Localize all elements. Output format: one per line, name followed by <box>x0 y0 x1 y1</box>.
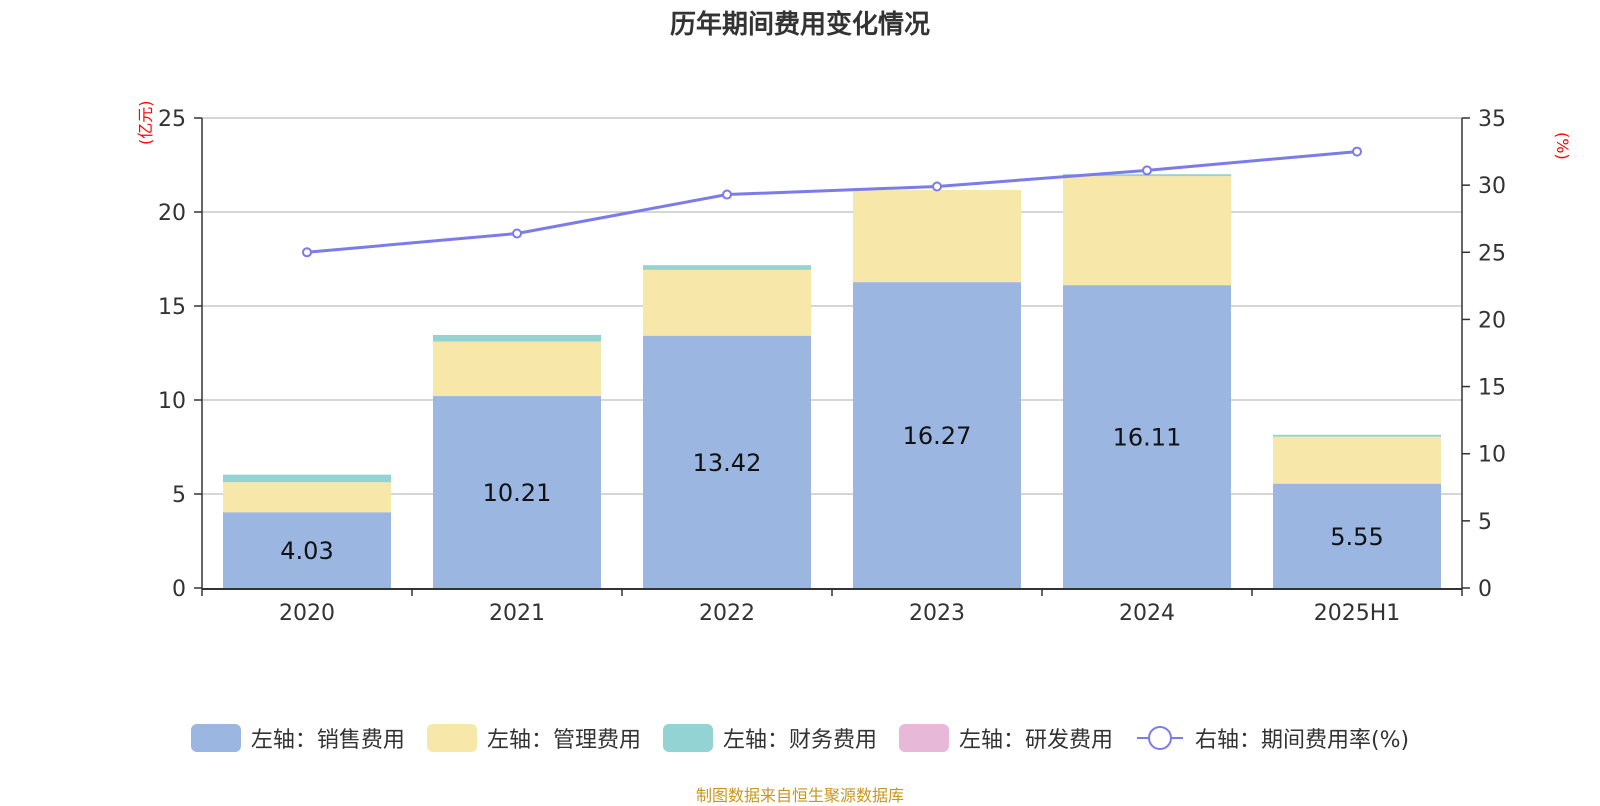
bar-segment-0 <box>433 396 601 588</box>
bar-data-label: 4.03 <box>280 537 333 565</box>
x-axis-tick-label: 2021 <box>489 601 545 626</box>
bar-segment-1 <box>1063 176 1231 286</box>
legend-label-rd: 左轴：研发费用 <box>958 728 1113 753</box>
bar-segment-1 <box>223 482 391 513</box>
x-axis-tick-label: 2020 <box>279 601 335 626</box>
bar-segment-0 <box>1063 285 1231 588</box>
bar-segment-1 <box>853 190 1021 283</box>
left-axis-tick-label: 0 <box>172 577 186 602</box>
legend-swatch-rate <box>1136 726 1183 750</box>
bar-segment-1 <box>643 269 811 336</box>
right-axis-tick-label: 30 <box>1478 174 1506 199</box>
left-axis-tick-label: 10 <box>158 389 186 414</box>
rate-point <box>1352 146 1362 157</box>
line-layer <box>302 146 1362 258</box>
label-layer: 4.03 10.21 13.42 16.27 16.11 5.55 <box>280 422 1383 565</box>
right-axis-tick-label: 20 <box>1478 308 1506 333</box>
right-axis-tick-label: 35 <box>1478 107 1506 132</box>
bar-segment-0 <box>1273 483 1441 588</box>
x-axis-tick-label: 2023 <box>909 601 965 626</box>
right-axis-tick-label: 25 <box>1478 241 1506 266</box>
axis-layer: 0 5 10 15 20 25 0 5 10 15 20 25 30 35 2020 2021 2022 2023… <box>158 107 1506 626</box>
source-note: 制图数据来自恒生聚源数据库 <box>695 786 904 805</box>
right-axis-tick-label: 15 <box>1478 376 1506 401</box>
left-axis-tick-label: 15 <box>158 295 186 320</box>
bar-segment-0 <box>853 282 1021 588</box>
legend-item-finance[interactable]: 左轴：财务费用 <box>662 722 877 754</box>
left-axis-tick-label: 5 <box>172 483 186 508</box>
rate-line <box>306 150 1358 254</box>
rate-point <box>512 228 522 239</box>
bar-data-label: 16.11 <box>1113 424 1182 452</box>
bar-data-label: 10.21 <box>483 479 552 507</box>
rate-point <box>1142 165 1152 176</box>
x-axis-tick-label: 2022 <box>699 601 755 626</box>
legend-swatch-rd <box>898 724 949 752</box>
left-axis-tick-label: 25 <box>158 107 186 132</box>
legend: 左轴：销售费用 左轴：管理费用 左轴：财务费用 左轴：研发费用 右轴：期间费用率… <box>0 722 1600 754</box>
bar-segment-2 <box>223 474 391 483</box>
right-axis-tick-label: 10 <box>1478 443 1506 468</box>
legend-label-sales: 左轴：销售费用 <box>250 728 405 753</box>
bar-data-label: 16.27 <box>903 422 972 450</box>
bar-segment-0 <box>223 512 391 588</box>
bar-segment-1 <box>433 341 601 397</box>
bar-layer <box>223 174 1441 588</box>
right-axis-tick-label: 0 <box>1478 577 1492 602</box>
bar-segment-2 <box>433 334 601 342</box>
bar-segment-1 <box>1273 436 1441 484</box>
bar-segment-0 <box>643 335 811 588</box>
rate-point <box>722 189 732 200</box>
bar-segment-2 <box>1273 434 1441 437</box>
right-axis-tick-label: 5 <box>1478 510 1492 535</box>
x-axis-tick-label: 2025H1 <box>1314 601 1401 626</box>
legend-item-admin[interactable]: 左轴：管理费用 <box>426 722 641 754</box>
rate-point <box>302 247 312 258</box>
chart-title: 历年期间费用变化情况 <box>669 10 930 40</box>
legend-swatch-finance <box>662 724 713 752</box>
legend-swatch-sales <box>190 724 241 752</box>
legend-swatch-admin <box>426 724 477 752</box>
bar-segment-2 <box>643 265 811 270</box>
bar-data-label: 13.42 <box>693 449 762 477</box>
bar-data-label: 5.55 <box>1330 523 1383 551</box>
x-axis-tick-label: 2024 <box>1119 601 1175 626</box>
legend-label-finance: 左轴：财务费用 <box>722 728 877 753</box>
legend-label-rate: 右轴：期间费用率(%) <box>1194 728 1410 753</box>
rate-point <box>932 181 942 192</box>
legend-item-rd[interactable]: 左轴：研发费用 <box>898 722 1113 754</box>
left-axis-tick-label: 20 <box>158 201 186 226</box>
legend-label-admin: 左轴：管理费用 <box>486 728 641 753</box>
legend-item-sales[interactable]: 左轴：销售费用 <box>190 722 405 754</box>
legend-item-rate[interactable]: 右轴：期间费用率(%) <box>1135 722 1409 754</box>
grid-layer <box>202 117 1462 495</box>
